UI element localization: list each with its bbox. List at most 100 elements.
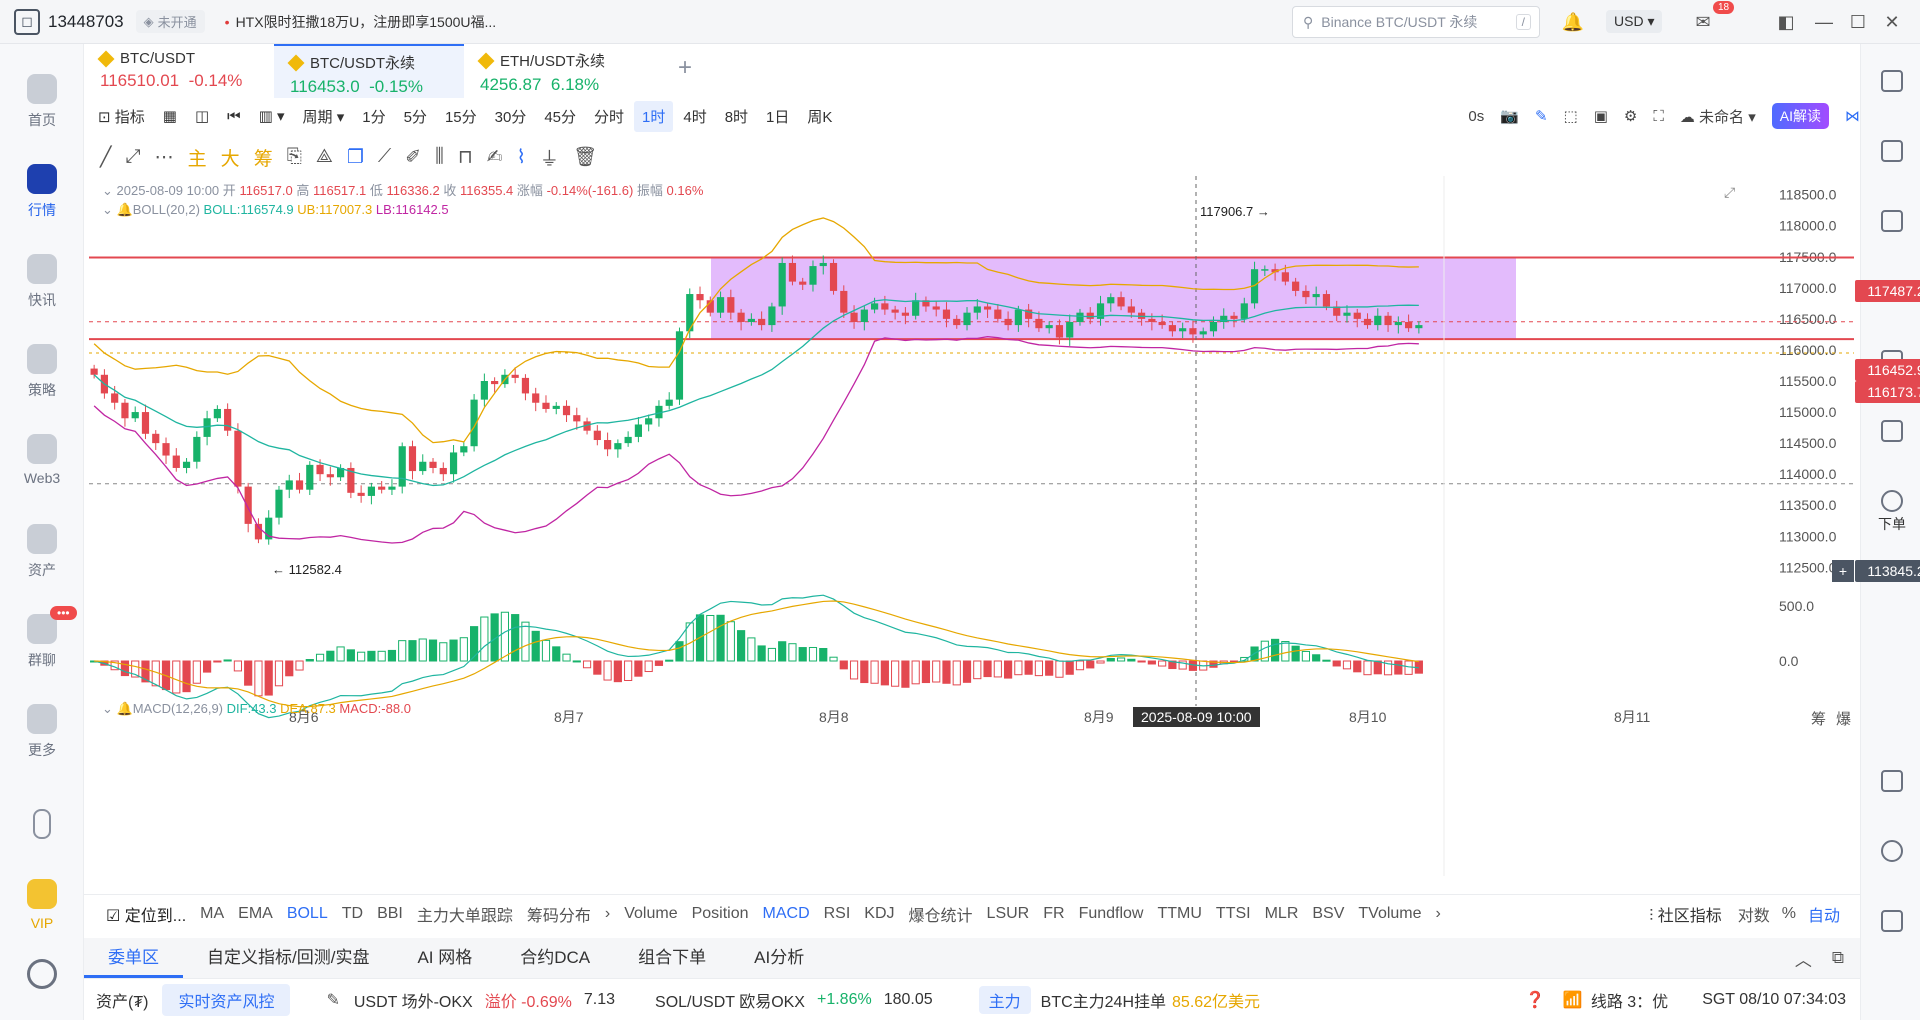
big-order-tool[interactable]: 大 (220, 148, 240, 170)
burst-right-label[interactable]: 爆 (1836, 711, 1852, 728)
tab-eth-perp[interactable]: ETH/USDT永续 4256.87 6.18% (464, 44, 654, 98)
candlestick-chart[interactable]: 118500.0118000.0117500.0117000.0116500.0… (84, 176, 1860, 876)
interval-30m[interactable]: 30分 (494, 108, 527, 126)
brush-tool-icon[interactable]: ✐ (405, 146, 422, 168)
tab-btc-perp[interactable]: BTC/USDT永续 116453.0 -0.15% (274, 44, 464, 98)
layout-split-icon[interactable]: ◫ (194, 108, 210, 125)
tab-orders[interactable]: 委单区 (84, 938, 183, 978)
maximize-icon[interactable]: ☐ (1849, 11, 1867, 32)
interval-5m[interactable]: 5分 (403, 108, 427, 126)
interval-1m[interactable]: 1分 (362, 108, 386, 126)
collapse-icon[interactable]: ︿ (1794, 950, 1812, 970)
ind-rsi[interactable]: RSI (823, 904, 851, 922)
sidebar-item-settings[interactable] (0, 959, 84, 995)
last-price-tag[interactable]: 116452.9 (1855, 359, 1920, 381)
ind-ttmu[interactable]: TTMU (1157, 904, 1202, 922)
percent-scale-toggle[interactable]: % (1781, 904, 1796, 922)
ind-ema[interactable]: EMA (238, 904, 273, 922)
filter-tool-icon[interactable]: ⏚ (539, 148, 559, 170)
ind-ttsi[interactable]: TTSI (1215, 904, 1251, 922)
crop-icon[interactable]: ⬚ (1563, 108, 1578, 125)
user-id[interactable]: 13448703 (48, 11, 124, 31)
support-price-tag[interactable]: 116173.7 (1855, 381, 1920, 403)
auto-scale-toggle[interactable]: 自动 (1807, 907, 1840, 925)
line-tool-icon[interactable]: ╱ (100, 146, 112, 168)
interval-8h[interactable]: 8时 (724, 108, 749, 126)
resistance-price-tag[interactable]: 117487.2 (1855, 280, 1920, 302)
dollar-icon[interactable] (1881, 210, 1903, 232)
popout-icon[interactable]: ⧉ (1831, 948, 1844, 967)
asset-label[interactable]: 资产(₮) (96, 993, 149, 1011)
magnet-tool-icon[interactable]: ⌇ (516, 146, 526, 168)
ind-macd[interactable]: MACD (762, 904, 810, 922)
mail-icon[interactable]: ✉ (1695, 11, 1711, 32)
period-select[interactable]: 周期 ▾ (302, 108, 345, 126)
sidebar-item-home[interactable]: 首页 (0, 74, 84, 130)
template-icon[interactable]: ▣ (1593, 108, 1608, 125)
add-alert-icon[interactable]: + (1832, 560, 1854, 582)
more-tools-icon[interactable]: ⋯ (154, 146, 174, 168)
sidebar-item-assets[interactable]: 资产 (0, 524, 84, 580)
sidebar-item-chat[interactable]: 群聊 (0, 614, 84, 670)
chevron-right-icon[interactable]: › (1435, 904, 1441, 922)
interval-1w[interactable]: 周K (807, 108, 833, 126)
bars-tool-icon[interactable]: ⫼ (435, 146, 444, 167)
news-ticker[interactable]: HTX限时狂撒18万U，注册即享1500U福... (225, 12, 497, 32)
edit-icon[interactable]: ✎ (326, 991, 340, 1009)
risk-control-button[interactable]: 实时资产风控 (162, 983, 291, 1016)
sidebar-item-device[interactable] (0, 809, 84, 845)
camera-icon[interactable]: 📷 (1500, 108, 1519, 125)
search-input[interactable]: ⚲ Binance BTC/USDT 永续 / (1292, 6, 1540, 38)
indicator-button[interactable]: ⊡ 指标 (98, 108, 145, 126)
ind-fr[interactable]: FR (1043, 904, 1065, 922)
refresh-timer[interactable]: 0s (1468, 107, 1485, 125)
tab-dca[interactable]: 合约DCA (520, 948, 591, 967)
tab-combo-order[interactable]: 组合下单 (638, 948, 707, 967)
sidebar-item-web3[interactable]: Web3 (0, 434, 84, 486)
main-force-tool[interactable]: 主 (187, 148, 207, 170)
add-tab-icon[interactable]: + (678, 54, 693, 81)
copy-tool-icon[interactable]: ⎘ (286, 146, 302, 167)
sidebar-toggle-icon[interactable]: ◧ (1777, 11, 1795, 32)
ind-kdj[interactable]: KDJ (864, 904, 895, 922)
minimize-icon[interactable]: — (1815, 11, 1833, 32)
tab-custom-indicator[interactable]: 自定义指标/回测/实盘 (207, 948, 370, 967)
sidebar-item-news[interactable]: 快讯 (0, 254, 84, 310)
user-icon[interactable]: ◻ (14, 8, 40, 35)
ind-liquidation[interactable]: 爆仓统计 (908, 907, 973, 925)
interval-1d[interactable]: 1日 (766, 108, 790, 126)
sol-ticker[interactable]: SOL/USDT 欧易OKX (655, 993, 805, 1011)
ind-td[interactable]: TD (341, 904, 364, 922)
sidebar-item-strategy[interactable]: 策略 (0, 344, 84, 400)
layout-icon[interactable] (1881, 770, 1903, 792)
pen-icon[interactable]: ✎ (1534, 108, 1548, 125)
btc-main-orders[interactable]: BTC主力24H挂单 (1040, 993, 1167, 1011)
order-label[interactable]: 下单 (1878, 516, 1906, 532)
ind-boll[interactable]: BOLL (286, 904, 328, 922)
network-line[interactable]: 线路 3：优 (1590, 993, 1669, 1011)
chart-area[interactable]: 118500.0 118000.0 117500.0 117000.0 116500.0… (84, 176, 1920, 876)
interval-1h[interactable]: 1时 (634, 100, 674, 132)
note-tool-icon[interactable]: ✍ (486, 146, 503, 168)
candle-type-icon[interactable]: ▥ ▾ (258, 108, 285, 125)
log-scale-toggle[interactable]: 对数 (1737, 907, 1770, 925)
document-icon[interactable] (1881, 140, 1903, 162)
settings-icon[interactable]: ⚙ (1623, 108, 1638, 125)
tab-ai-analysis[interactable]: AI分析 (754, 948, 805, 967)
ind-main-force[interactable]: 主力大单跟踪 (416, 907, 513, 925)
ind-ma[interactable]: MA (200, 904, 225, 922)
tab-ai-grid[interactable]: AI 网格 (417, 948, 473, 967)
ind-mlr[interactable]: MLR (1264, 904, 1299, 922)
sidebar-item-market[interactable]: 行情 (0, 164, 84, 220)
locate-button[interactable]: ☑ 定位到... (106, 907, 187, 925)
interval-timeline[interactable]: 分时 (594, 108, 625, 126)
measure-tool-icon[interactable]: ⟁ (315, 146, 333, 167)
sidebar-item-more[interactable]: 更多 (0, 704, 84, 760)
tab-btc-spot[interactable]: BTC/USDT 116510.01 -0.14% (84, 44, 274, 98)
support-icon[interactable] (1881, 840, 1903, 862)
bell-icon[interactable]: 🔔 (1561, 11, 1585, 32)
expand-icon[interactable]: ⤢ (1724, 184, 1736, 200)
fullscreen-icon[interactable]: ⛶ (1653, 107, 1664, 125)
currency-select[interactable]: USD ▾ (1606, 10, 1663, 33)
etf-icon[interactable] (1881, 420, 1903, 442)
